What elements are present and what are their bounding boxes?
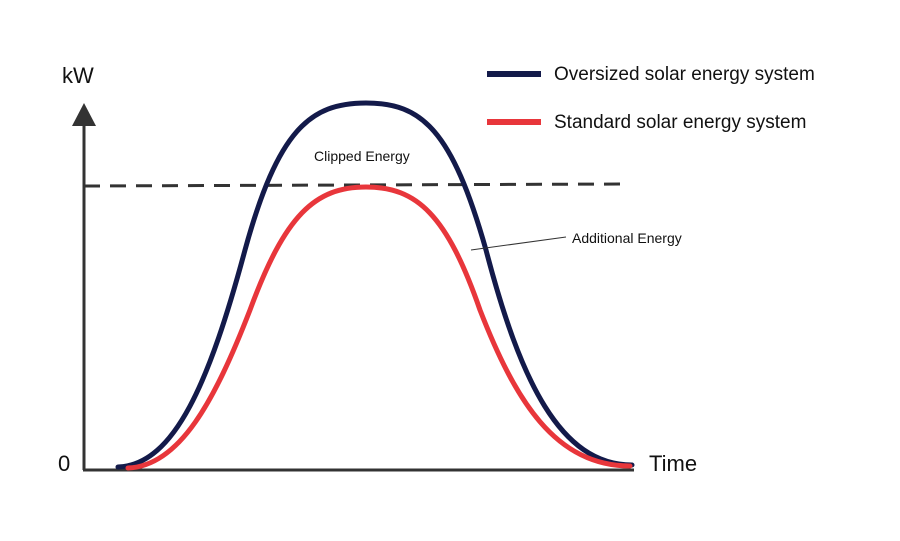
y-axis-label: kW <box>62 63 94 88</box>
legend-label-standard: Standard solar energy system <box>554 112 806 133</box>
annotation-leader-line <box>470 236 567 251</box>
origin-label: 0 <box>58 451 70 476</box>
legend: Oversized solar energy system Standard s… <box>487 64 815 133</box>
legend-label-oversized: Oversized solar energy system <box>554 64 815 85</box>
y-axis-arrow-icon <box>72 103 96 126</box>
series-standard-line <box>125 184 633 471</box>
annotation-additional-energy: Additional Energy <box>572 230 682 246</box>
x-axis-label: Time <box>649 451 697 476</box>
annotation-clipped-energy: Clipped Energy <box>314 148 410 164</box>
inverter-limit-line <box>83 182 623 188</box>
series-oversized-line <box>115 100 635 470</box>
